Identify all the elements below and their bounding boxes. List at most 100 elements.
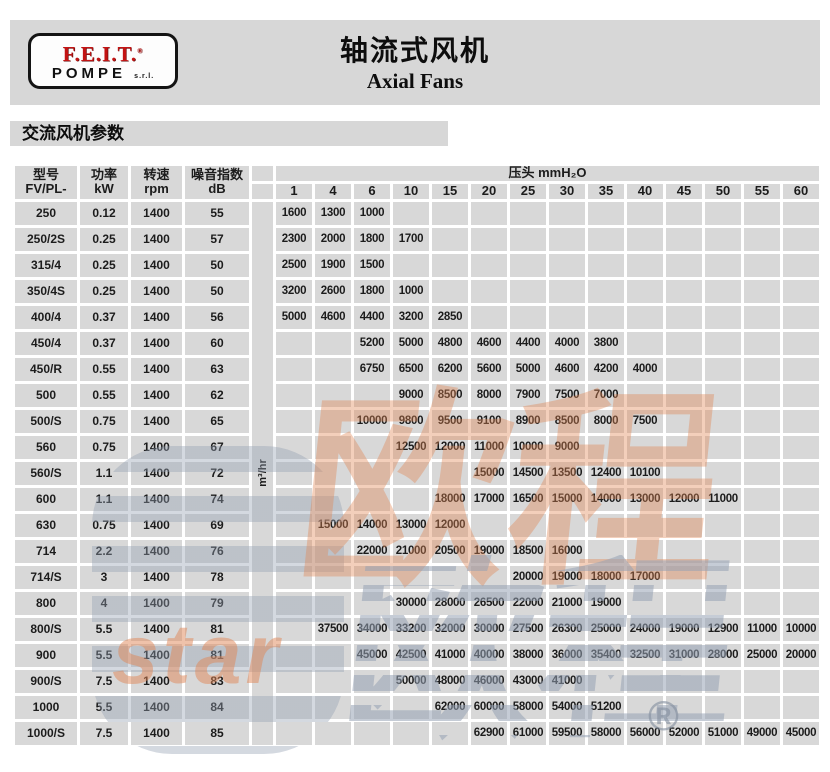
flow-cell: 14000 <box>588 487 624 511</box>
flow-cell <box>744 461 780 485</box>
flow-cell: 51000 <box>705 721 741 745</box>
noise-cell: 78 <box>185 565 249 589</box>
flow-cell: 61000 <box>510 721 546 745</box>
model-cell: 450/R <box>15 357 77 381</box>
flow-cell <box>783 513 819 537</box>
flow-cell <box>744 227 780 251</box>
pressure-column-header: 10 <box>393 183 429 199</box>
noise-cell: 69 <box>185 513 249 537</box>
flow-cell <box>276 357 312 381</box>
flow-cell: 41000 <box>432 643 468 667</box>
flow-cell <box>783 357 819 381</box>
flow-cell: 11000 <box>705 487 741 511</box>
flow-cell: 22000 <box>354 539 390 563</box>
rpm-cell: 1400 <box>131 305 182 329</box>
fan-row-250/2S: 250/2S 0.25 1400 57 2300 2000 1800 1700 <box>15 227 819 251</box>
flow-cell <box>276 487 312 511</box>
noise-cell: 50 <box>185 279 249 303</box>
flow-cell <box>354 487 390 511</box>
flow-cell: 19000 <box>549 565 585 589</box>
flow-cell <box>783 227 819 251</box>
flow-cell: 1000 <box>393 279 429 303</box>
flow-cell <box>783 305 819 329</box>
rpm-cell: 1400 <box>131 617 182 641</box>
pressure-column-header: 30 <box>549 183 585 199</box>
flow-cell <box>315 565 351 589</box>
col-header-power: 功率 kW <box>80 166 128 199</box>
flow-cell <box>666 565 702 589</box>
model-cell: 560 <box>15 435 77 459</box>
flow-cell <box>393 487 429 511</box>
flow-cell <box>783 279 819 303</box>
flow-cell: 10000 <box>354 409 390 433</box>
fan-row-560/S: 560/S 1.1 1400 72 15000 14500 13500 12400 10100 <box>15 461 819 485</box>
flow-cell: 31000 <box>666 643 702 667</box>
col-header-pressure: 压头 mmH₂O <box>276 166 819 181</box>
flow-cell: 30000 <box>393 591 429 615</box>
flow-cell: 20000 <box>510 565 546 589</box>
noise-cell: 63 <box>185 357 249 381</box>
rpm-cell: 1400 <box>131 383 182 407</box>
flow-cell <box>627 513 663 537</box>
fan-parameters-table: 型号 FV/PL- 功率 kW 转速 rpm 噪音指数 dB 压头 mmH₂O … <box>12 163 822 748</box>
flow-cell <box>354 591 390 615</box>
rpm-cell: 1400 <box>131 201 182 225</box>
flow-cell: 2300 <box>276 227 312 251</box>
fan-row-1000/S: 1000/S 7.5 1400 85 62900 61000 59500 58000 56000… <box>15 721 819 745</box>
model-cell: 350/4S <box>15 279 77 303</box>
flow-cell: 9800 <box>393 409 429 433</box>
flow-cell: 41000 <box>549 669 585 693</box>
flow-cell <box>432 253 468 277</box>
flow-cell: 2500 <box>276 253 312 277</box>
model-cell: 1000 <box>15 695 77 719</box>
flow-cell: 1000 <box>354 201 390 225</box>
flow-cell: 36000 <box>549 643 585 667</box>
flow-cell: 12400 <box>588 461 624 485</box>
flow-cell <box>744 669 780 693</box>
flow-cell <box>276 435 312 459</box>
rpm-cell: 1400 <box>131 513 182 537</box>
pressure-column-header: 1 <box>276 183 312 199</box>
flow-cell: 18000 <box>588 565 624 589</box>
flow-cell: 62900 <box>471 721 507 745</box>
flow-cell <box>783 409 819 433</box>
fan-row-900/S: 900/S 7.5 1400 83 50000 48000 46000 43000 41000 <box>15 669 819 693</box>
flow-cell <box>588 253 624 277</box>
flow-cell <box>471 227 507 251</box>
flow-cell <box>315 331 351 355</box>
flow-cell <box>744 487 780 511</box>
rpm-cell: 1400 <box>131 435 182 459</box>
flow-cell <box>354 461 390 485</box>
flow-cell: 12500 <box>393 435 429 459</box>
flow-cell: 7500 <box>627 409 663 433</box>
page-title-en: Axial Fans <box>366 69 464 93</box>
flow-cell <box>510 513 546 537</box>
flow-cell: 14500 <box>510 461 546 485</box>
power-cell: 7.5 <box>80 669 128 693</box>
flow-cell <box>666 253 702 277</box>
flow-cell <box>588 539 624 563</box>
flow-cell: 9000 <box>549 435 585 459</box>
flow-cell <box>471 305 507 329</box>
flow-cell <box>705 227 741 251</box>
flow-cell <box>666 435 702 459</box>
power-cell: 4 <box>80 591 128 615</box>
rpm-cell: 1400 <box>131 331 182 355</box>
flow-cell: 21000 <box>549 591 585 615</box>
flow-cell: 24000 <box>627 617 663 641</box>
flow-cell <box>783 461 819 485</box>
flow-cell <box>549 279 585 303</box>
flow-cell: 11000 <box>471 435 507 459</box>
flow-cell <box>276 591 312 615</box>
fan-row-500: 500 0.55 1400 62 9000 8500 8000 7900 7500 7000 <box>15 383 819 407</box>
flow-cell <box>627 331 663 355</box>
fan-row-400/4: 400/4 0.37 1400 56 5000 4600 4400 3200 2850 <box>15 305 819 329</box>
flow-cell <box>393 695 429 719</box>
rpm-cell: 1400 <box>131 461 182 485</box>
flow-cell <box>666 383 702 407</box>
flow-cell <box>666 227 702 251</box>
flow-cell <box>510 227 546 251</box>
model-cell: 600 <box>15 487 77 511</box>
noise-cell: 85 <box>185 721 249 745</box>
